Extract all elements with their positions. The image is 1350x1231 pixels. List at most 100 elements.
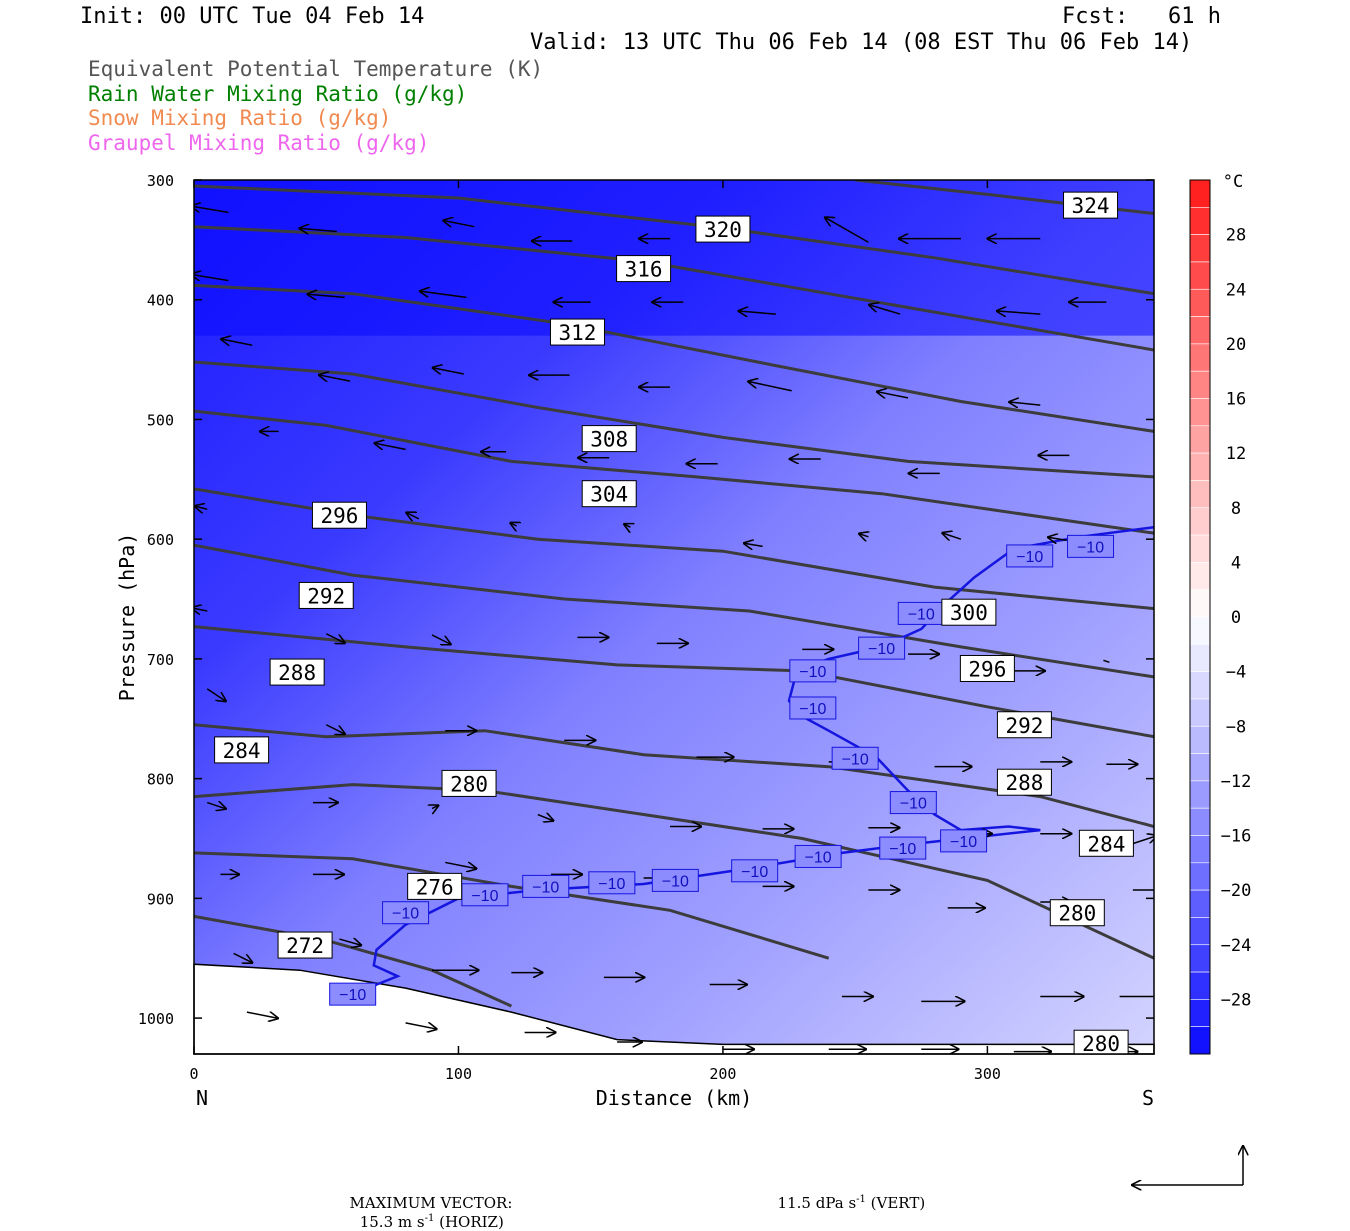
y-tick-label: 600 bbox=[147, 531, 174, 549]
max-vector-label: MAXIMUM VECTOR: bbox=[349, 1194, 513, 1212]
y-tick-label: 800 bbox=[147, 771, 174, 789]
wind-vector bbox=[300, 228, 337, 231]
y-tick-label: 300 bbox=[147, 172, 174, 190]
colorbar-tick-label: −28 bbox=[1221, 990, 1252, 1010]
theta-e-label-box bbox=[581, 425, 637, 453]
theta-e-contour-292 bbox=[194, 543, 1154, 679]
isotherm-label: −10 bbox=[392, 906, 419, 923]
wind-vector bbox=[1048, 537, 1067, 540]
x-axis-title: Distance (km) bbox=[596, 1086, 753, 1110]
colorbar-segment bbox=[1189, 398, 1211, 427]
wind-vector bbox=[1103, 659, 1110, 664]
theta-e-label: 272 bbox=[286, 934, 324, 958]
isotherm-label-box bbox=[522, 874, 570, 898]
colorbar-segment bbox=[1189, 807, 1211, 836]
wind-vector bbox=[744, 543, 763, 546]
isotherm-label: −10 bbox=[662, 873, 689, 890]
wind-vector bbox=[195, 506, 208, 509]
x-tick-label: 100 bbox=[445, 1065, 472, 1083]
cross-section-plot: −10 −10 −10 −10 −10 −10 −10 −10 −10 −10 −10 −10 −10 −… bbox=[115, 172, 1252, 1200]
wind-vector bbox=[877, 392, 909, 398]
isotherm-label-box bbox=[794, 844, 842, 868]
colorbar-segment bbox=[1189, 835, 1211, 864]
colorbar-segment bbox=[1189, 917, 1211, 946]
theta-e-contour-316 bbox=[194, 225, 1154, 352]
wind-vector bbox=[405, 1023, 437, 1029]
colorbar-segment bbox=[1189, 179, 1211, 208]
isotherm-label: −10 bbox=[908, 606, 935, 623]
wind-vector bbox=[869, 305, 901, 315]
wind-vector bbox=[319, 375, 351, 381]
max-vector-horiz: 15.3 m s bbox=[359, 1213, 425, 1231]
theta-e-label: 280 bbox=[1082, 1032, 1120, 1056]
isotherm-label-box bbox=[382, 901, 430, 925]
theta-e-label: 312 bbox=[559, 321, 597, 345]
colorbar-tick-label: −4 bbox=[1226, 663, 1246, 683]
colorbar-tick-label: 8 bbox=[1231, 499, 1241, 519]
y-tick-label: 700 bbox=[147, 651, 174, 669]
wind-vector bbox=[942, 533, 962, 539]
wind-vector bbox=[246, 1012, 278, 1018]
colorbar-tick-label: −12 bbox=[1221, 772, 1252, 792]
isotherm-label-box bbox=[831, 746, 879, 770]
theta-e-label-box bbox=[941, 598, 997, 626]
y-tick-label: 1000 bbox=[138, 1010, 174, 1028]
theta-e-label: 296 bbox=[968, 657, 1006, 681]
theta-e-contour-312 bbox=[194, 283, 1154, 433]
isotherm-label: −10 bbox=[950, 834, 977, 851]
wind-vector bbox=[859, 534, 868, 537]
colorbar-frame bbox=[1189, 179, 1211, 1055]
init-time: Init: 00 UTC Tue 04 Feb 14 bbox=[80, 4, 425, 29]
colorbar-tick-label: 16 bbox=[1226, 390, 1246, 410]
wind-vector bbox=[997, 311, 1041, 314]
theta-e-contour-276 bbox=[194, 851, 830, 960]
theta-e-label: 292 bbox=[1005, 714, 1043, 738]
theta-e-contour-304 bbox=[194, 409, 1154, 535]
theta-e-label: 288 bbox=[1005, 771, 1043, 795]
theta-e-label-box bbox=[549, 318, 605, 346]
colorbar-tick-label: −24 bbox=[1221, 936, 1252, 956]
colorbar-segment bbox=[1189, 452, 1211, 481]
isotherm-label-box bbox=[789, 659, 837, 683]
max-vector-vert-tag: (VERT) bbox=[865, 1194, 926, 1212]
colorbar-segment bbox=[1189, 589, 1211, 618]
theta-e-label: 284 bbox=[223, 739, 261, 763]
max-vector-horiz-tag: (HORIZ) bbox=[434, 1213, 504, 1231]
isotherm-label: −10 bbox=[1077, 539, 1104, 556]
colorbar-segment bbox=[1189, 698, 1211, 727]
theta-e-label-box bbox=[214, 736, 270, 764]
colorbar-segment bbox=[1189, 753, 1211, 782]
wind-vector bbox=[1009, 402, 1041, 405]
theta-e-label: 304 bbox=[590, 483, 628, 507]
isotherm-label: −10 bbox=[799, 664, 826, 681]
x-tick-label: 300 bbox=[974, 1065, 1001, 1083]
colorbar-segment bbox=[1189, 288, 1211, 317]
isotherm-label-box bbox=[858, 636, 906, 660]
x-axis-north-label: N bbox=[196, 1086, 208, 1110]
wind-vector bbox=[325, 724, 345, 734]
colorbar-segment bbox=[1189, 343, 1211, 372]
theta-e-label-box bbox=[1063, 191, 1119, 219]
colorbar-segment bbox=[1189, 534, 1211, 563]
wind-vector bbox=[420, 291, 467, 299]
plot-content: −10 −10 −10 −10 −10 −10 −10 −10 −10 −10 −10 −10 −10 −… bbox=[194, 180, 1154, 1056]
y-tick-label: 900 bbox=[147, 890, 174, 908]
theta-e-label-box bbox=[441, 769, 497, 797]
theta-e-label: 284 bbox=[1087, 832, 1125, 856]
max-vector-vert: 11.5 dPa s bbox=[777, 1194, 857, 1212]
theta-e-label: 292 bbox=[307, 584, 345, 608]
x-tick-label: 0 bbox=[189, 1065, 198, 1083]
colorbar-tick-label: 20 bbox=[1226, 335, 1246, 355]
isotherm-label: −10 bbox=[799, 701, 826, 718]
wind-vector bbox=[375, 443, 406, 449]
forecast-hour: Fcst: 61 h bbox=[1062, 4, 1221, 29]
theta-e-label-box bbox=[1073, 1029, 1129, 1054]
y-axis-title: Pressure (hPa) bbox=[115, 533, 139, 702]
colorbar-segment bbox=[1189, 944, 1211, 973]
colorbar-segment bbox=[1189, 207, 1211, 235]
theta-e-label-box bbox=[298, 581, 354, 609]
theta-e-label-box bbox=[959, 654, 1015, 682]
wind-vector bbox=[339, 939, 361, 945]
y-tick-label: 400 bbox=[147, 292, 174, 310]
wind-vector bbox=[194, 274, 229, 282]
